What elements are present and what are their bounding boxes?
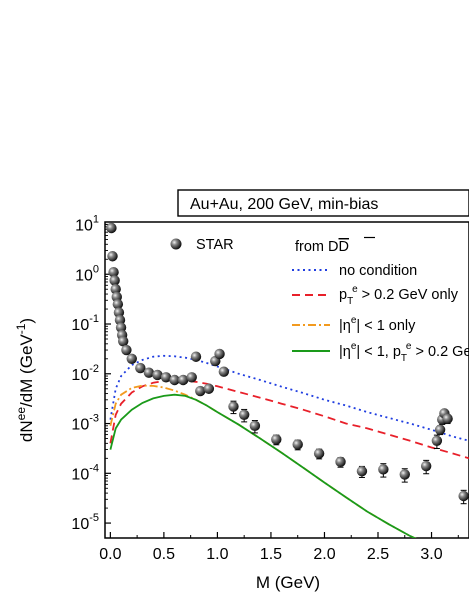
star-point — [121, 344, 132, 356]
star-point — [378, 464, 389, 475]
legend-star-label: STAR — [196, 237, 234, 253]
star-point — [335, 456, 346, 468]
star-point — [107, 251, 118, 262]
series-layer — [109, 354, 469, 538]
star-point — [458, 490, 469, 502]
x-tick-label: 0.0 — [99, 546, 121, 563]
legend-star-marker — [170, 238, 182, 250]
legend-label-no-condition: no condition — [339, 263, 417, 279]
star-point — [249, 420, 261, 432]
star-point — [399, 469, 410, 480]
chart-title: Au+Au, 200 GeV, min-bias — [190, 196, 378, 213]
title-box — [177, 189, 469, 217]
y-tick-label: 10-5 — [71, 512, 99, 533]
star-point — [442, 413, 453, 424]
star-data-points — [106, 222, 469, 505]
star-point — [108, 266, 119, 278]
series-both-cuts — [109, 393, 417, 538]
star-point — [434, 424, 446, 435]
star-point — [152, 369, 163, 381]
x-tick-label: 2.5 — [367, 546, 389, 563]
star-point — [420, 460, 432, 472]
axis-ticks: 0.0 0.5 1.0 1.5 2.0 2.5 3.0 101 100 10-1 10-2 10-3 1… — [71, 213, 459, 563]
series-pt-cut — [109, 379, 469, 460]
y-tick-label: 10-4 — [71, 462, 99, 483]
x-tick-label: 1.5 — [260, 546, 282, 563]
legend-label-eta-cut: |ηe| < 1 only — [339, 315, 416, 334]
legend-label-both-cuts: |ηe| < 1, pTe > 0.2 GeV — [339, 341, 469, 364]
star-point — [126, 353, 137, 364]
x-tick-label: 3.0 — [420, 546, 442, 563]
y-tick-label: 10-2 — [71, 363, 99, 384]
x-axis-title: M (GeV) — [256, 573, 320, 592]
y-axis-title: dNee/dM (GeV-1) — [14, 318, 36, 442]
x-tick-label: 0.5 — [153, 546, 175, 563]
y-tick-label: 10-3 — [71, 413, 99, 434]
star-point — [292, 439, 303, 450]
star-point — [118, 336, 129, 347]
star-point — [228, 401, 239, 412]
star-point — [313, 448, 325, 459]
star-point — [106, 222, 117, 234]
star-point — [431, 435, 443, 447]
legend-label-pt-cut: pTe > 0.2 GeV only — [339, 284, 459, 307]
series-no-condition — [109, 354, 469, 442]
star-point — [160, 372, 172, 383]
star-point — [356, 466, 368, 477]
plot-frame — [104, 221, 469, 539]
star-point — [110, 284, 121, 295]
legend-header: from DD — [295, 239, 349, 255]
star-point — [186, 372, 197, 383]
star-point — [190, 351, 202, 362]
star-point — [135, 362, 146, 374]
star-point — [195, 385, 206, 397]
star-point — [169, 374, 180, 386]
x-tick-label: 2.0 — [313, 546, 335, 563]
star-point — [203, 383, 215, 394]
star-point — [271, 434, 282, 445]
star-point — [112, 299, 124, 310]
star-point — [214, 348, 225, 360]
x-tick-label: 1.0 — [206, 546, 228, 563]
legend: STAR from DD no condition pTe > 0.2 GeV … — [170, 236, 469, 364]
y-tick-label: 100 — [75, 263, 99, 284]
star-point — [238, 409, 250, 420]
star-point — [143, 367, 155, 378]
star-point — [109, 275, 120, 286]
star-point — [218, 366, 230, 377]
y-tick-label: 101 — [75, 213, 99, 234]
y-tick-label: 10-1 — [71, 313, 99, 334]
star-point — [177, 374, 189, 386]
